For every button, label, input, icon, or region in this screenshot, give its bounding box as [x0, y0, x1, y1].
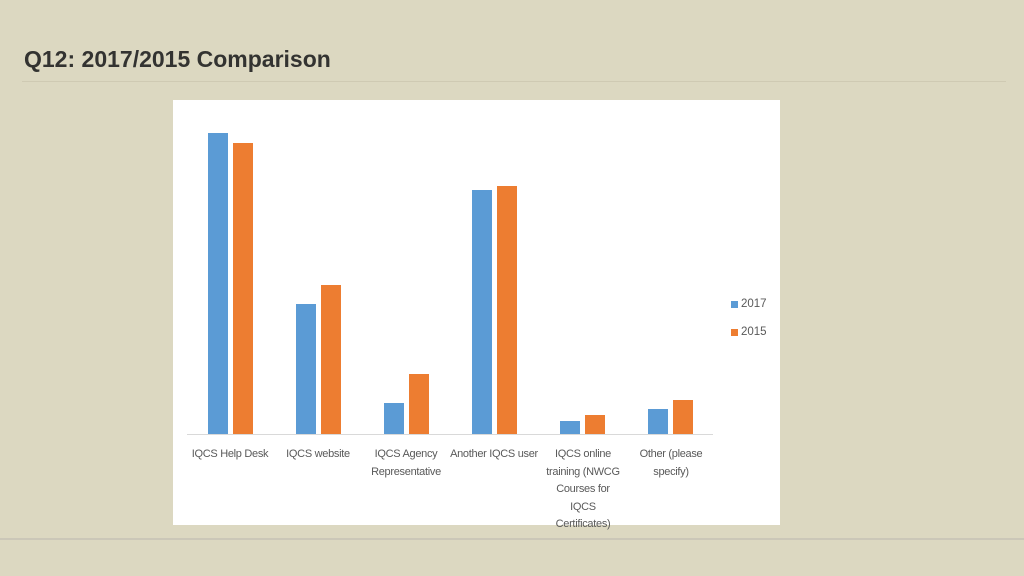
bar-2017: [648, 409, 668, 434]
bar-2015: [409, 374, 429, 434]
title-divider: [22, 81, 1006, 82]
bar-chart: IQCS Help Desk IQCS website IQCS Agency …: [173, 100, 780, 530]
bar-2015: [233, 143, 253, 434]
bar-2017: [560, 421, 580, 434]
x-tick-label: IQCS online training (NWCG Courses for I…: [546, 448, 620, 530]
bar-2017: [208, 133, 228, 434]
bar-2017: [472, 190, 492, 434]
bar-2015: [585, 415, 605, 434]
x-axis-line: [187, 434, 713, 435]
chart-legend: 2017 2015: [731, 290, 767, 346]
x-tick-label: IQCS Help Desk: [191, 448, 269, 460]
slide-title: Q12: 2017/2015 Comparison: [24, 46, 331, 72]
legend-label: 2015: [741, 326, 767, 338]
footer-divider: [0, 538, 1024, 540]
legend-item-2017: 2017: [731, 290, 767, 318]
legend-swatch-2015: [731, 328, 738, 336]
bar-2015: [497, 186, 517, 434]
legend-label: 2017: [741, 298, 767, 310]
x-tick-label: IQCS website: [286, 448, 350, 460]
x-tick-label: Other (please specify): [639, 448, 703, 478]
legend-item-2015: 2015: [731, 318, 767, 346]
bar-2017: [296, 304, 316, 434]
bar-2015: [673, 400, 693, 434]
x-tick-label: IQCS Agency Representative: [371, 448, 441, 478]
bar-2017: [384, 403, 404, 434]
bar-2015: [321, 285, 341, 434]
x-tick-label: Another IQCS user: [450, 448, 538, 460]
legend-swatch-2017: [731, 300, 738, 308]
